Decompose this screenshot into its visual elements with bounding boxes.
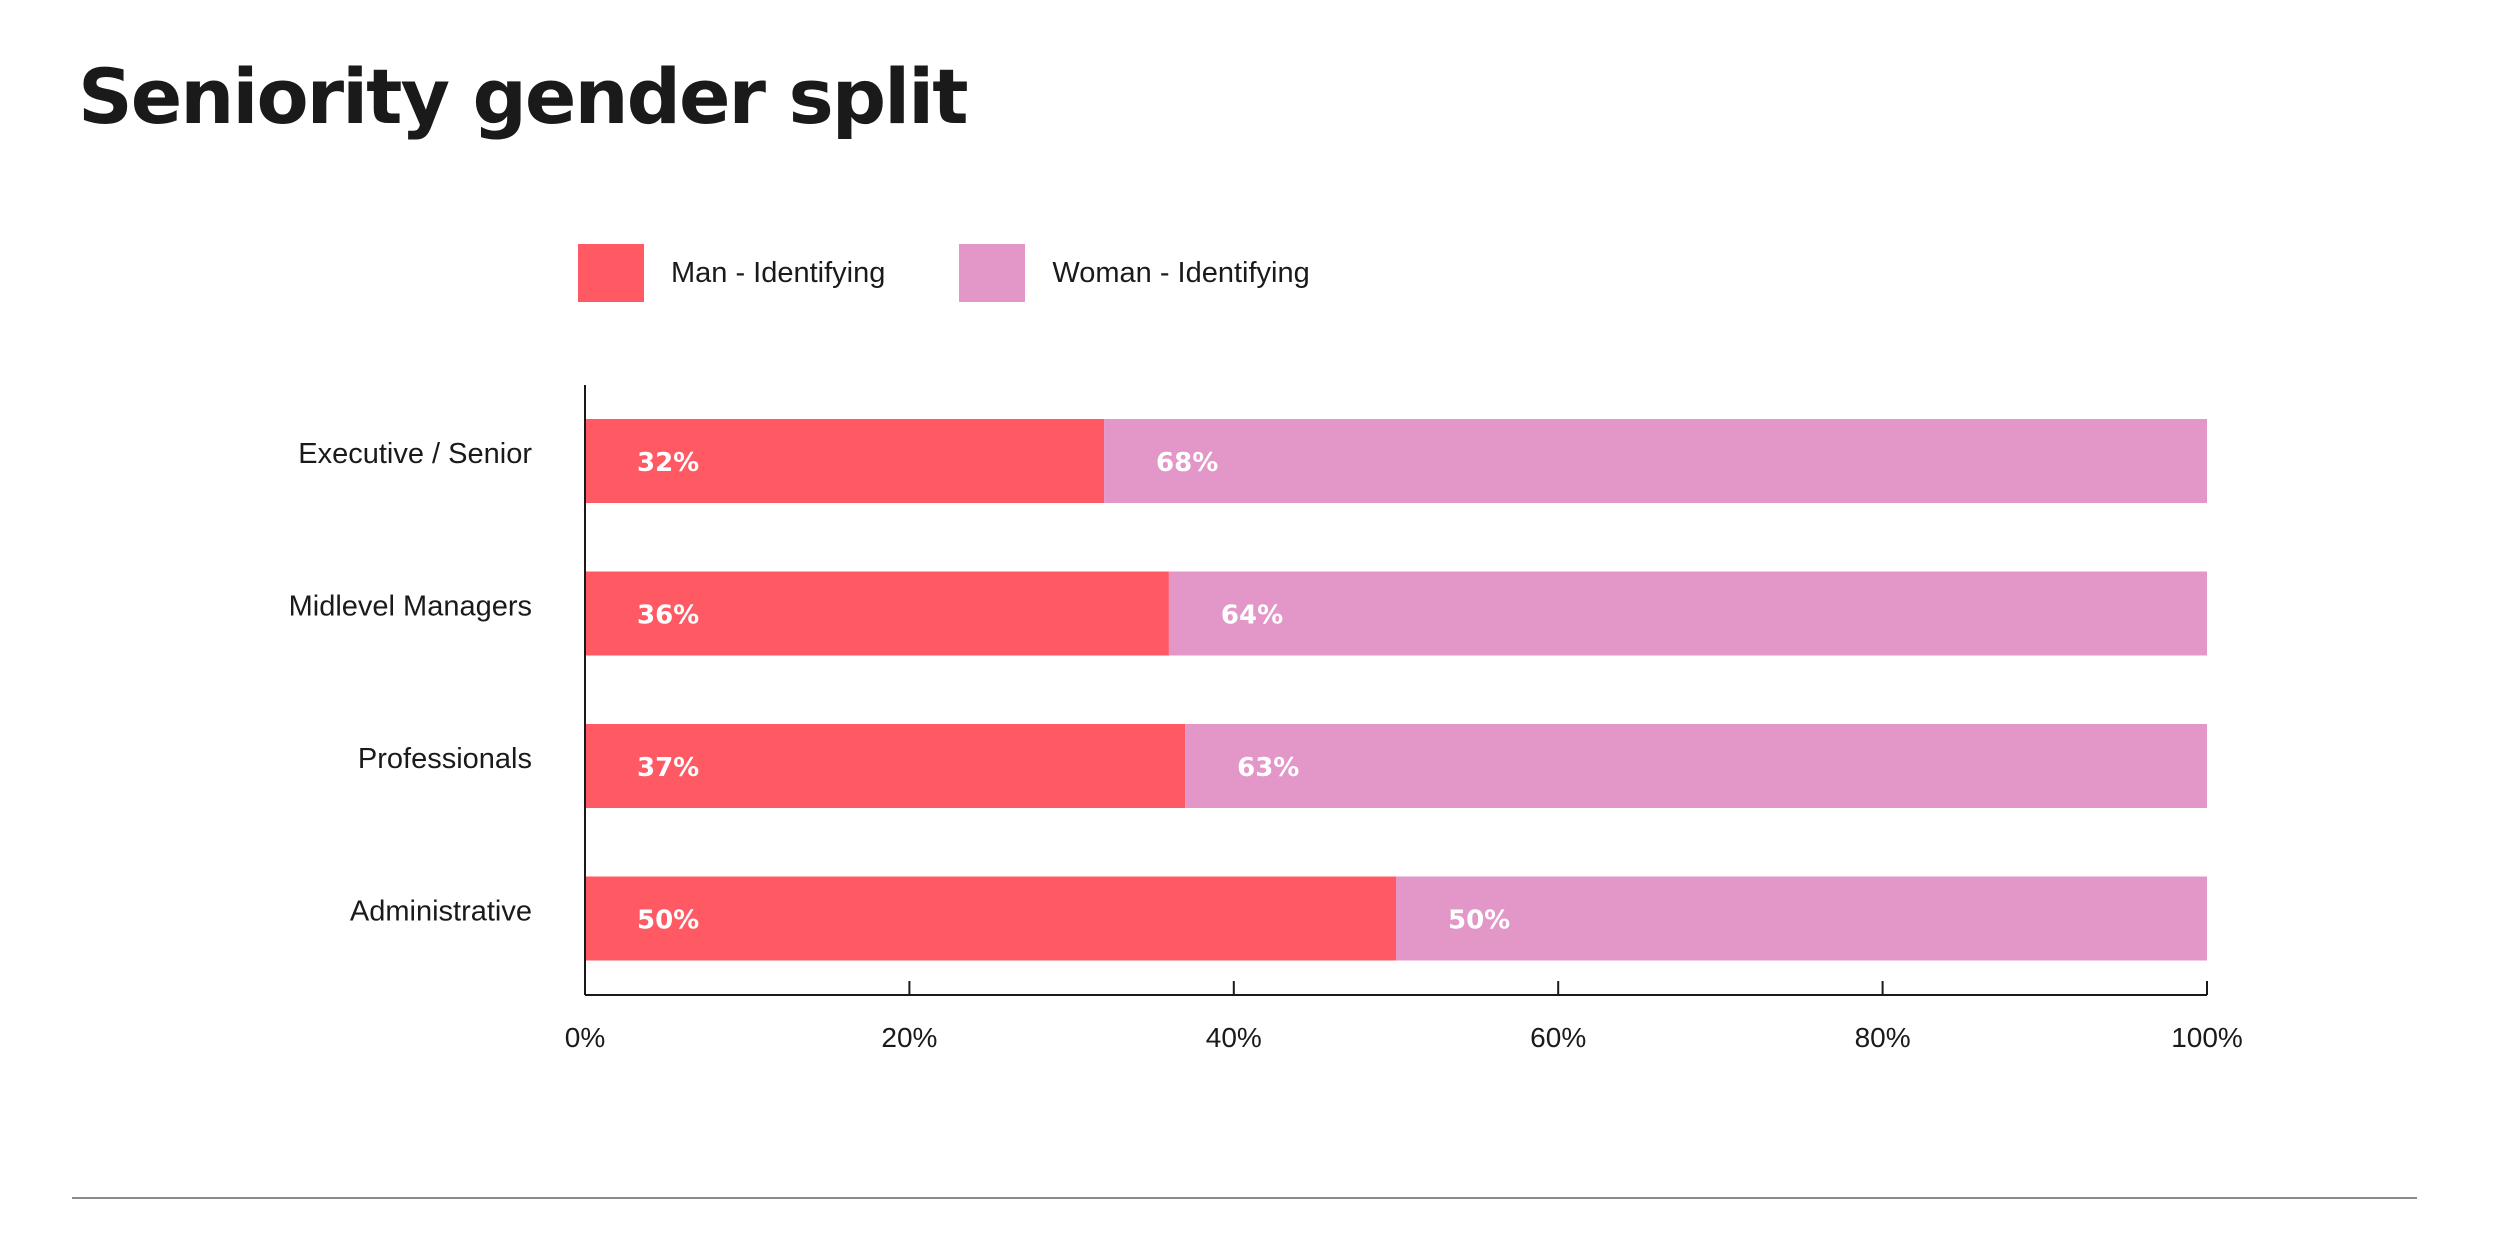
legend-label-man: Man - Identifying bbox=[671, 256, 886, 289]
bar-value-label: 68% bbox=[1156, 448, 1218, 478]
x-tick-label: 60% bbox=[1530, 1022, 1586, 1053]
category-label: Professionals bbox=[358, 743, 532, 775]
x-tick-label: 0% bbox=[565, 1022, 605, 1053]
bar-woman-0 bbox=[1104, 419, 2207, 503]
x-tick-label: 80% bbox=[1855, 1022, 1911, 1053]
bar-man-1 bbox=[585, 571, 1169, 656]
bar-woman-2 bbox=[1185, 724, 2207, 808]
bar-woman-1 bbox=[1168, 571, 2207, 656]
legend-swatch-man bbox=[578, 244, 644, 302]
bar-value-label: 32% bbox=[637, 448, 699, 478]
legend-swatch-woman bbox=[959, 244, 1026, 302]
x-tick-label: 100% bbox=[2171, 1022, 2243, 1053]
category-label: Midlevel Managers bbox=[289, 591, 532, 623]
legend-label-woman: Woman - Identifying bbox=[1052, 256, 1310, 289]
bar-man-3 bbox=[585, 876, 1396, 961]
bar-man-0 bbox=[585, 419, 1105, 503]
bar-woman-3 bbox=[1396, 876, 2207, 961]
bar-value-label: 37% bbox=[637, 753, 699, 783]
bar-value-label: 50% bbox=[1448, 906, 1510, 936]
bar-value-label: 50% bbox=[637, 906, 699, 936]
bar-value-label: 36% bbox=[637, 601, 699, 631]
category-label: Administrative bbox=[350, 896, 532, 928]
legend-item-woman: Woman - Identifying bbox=[959, 244, 1310, 302]
footer-divider bbox=[72, 1197, 2417, 1199]
bar-value-label: 63% bbox=[1237, 753, 1299, 783]
x-tick-label: 20% bbox=[881, 1022, 937, 1053]
bar-man-2 bbox=[585, 724, 1186, 808]
category-label: Executive / Senior bbox=[298, 438, 532, 470]
legend: Man - Identifying Woman - Identifying bbox=[578, 244, 1384, 302]
chart-title: Seniority gender split bbox=[78, 52, 969, 141]
x-tick-label: 40% bbox=[1206, 1022, 1262, 1053]
bar-value-label: 64% bbox=[1221, 601, 1283, 631]
legend-item-man: Man - Identifying bbox=[578, 244, 885, 302]
